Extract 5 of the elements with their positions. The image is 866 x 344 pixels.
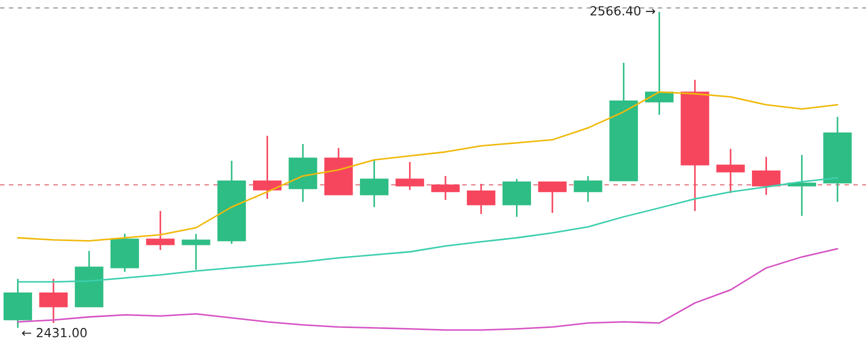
candlestick bbox=[146, 210, 175, 251]
candlestick bbox=[788, 154, 816, 217]
candlestick bbox=[182, 233, 210, 271]
annotation: ← 2431.00 bbox=[22, 328, 87, 338]
annotation: 2566.40 → bbox=[590, 6, 656, 16]
